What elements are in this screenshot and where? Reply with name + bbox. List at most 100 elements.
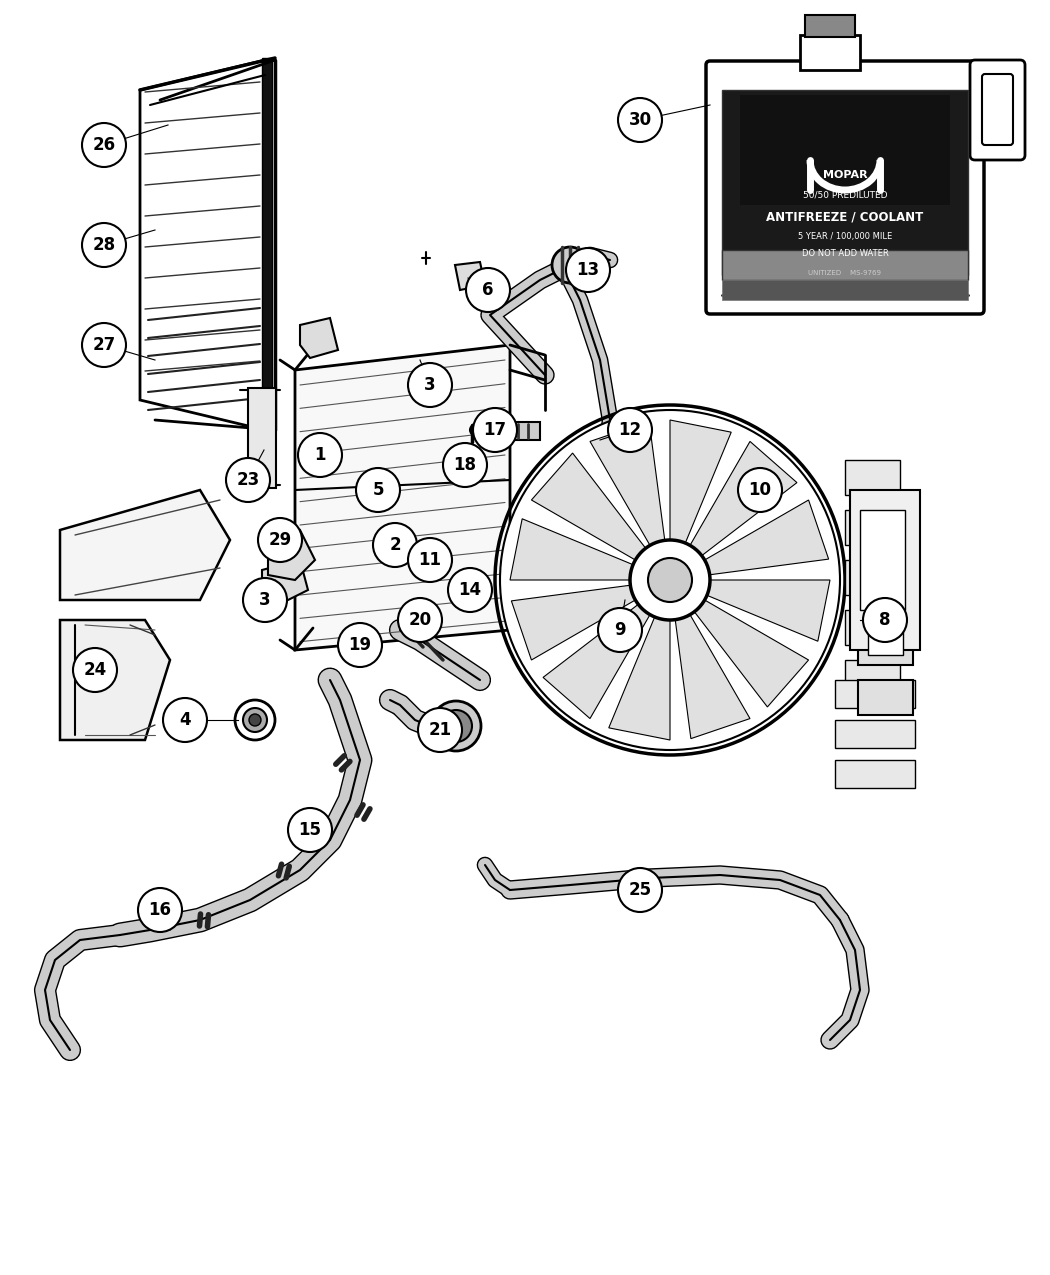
- Text: 3: 3: [424, 376, 436, 394]
- Text: 16: 16: [148, 901, 171, 919]
- Text: 21: 21: [428, 720, 452, 739]
- Text: 15: 15: [298, 821, 321, 839]
- Circle shape: [863, 598, 907, 643]
- Text: 50/50 PREDILUTED: 50/50 PREDILUTED: [803, 190, 887, 199]
- Bar: [740, 96, 950, 205]
- Bar: [722, 250, 968, 280]
- Bar: [490, 422, 540, 440]
- Bar: [860, 510, 905, 609]
- Text: 5: 5: [373, 481, 383, 499]
- Circle shape: [440, 710, 472, 742]
- Bar: [390, 538, 402, 556]
- Circle shape: [410, 609, 430, 630]
- Bar: [845, 460, 900, 495]
- Circle shape: [738, 468, 782, 513]
- Text: 20: 20: [408, 611, 432, 629]
- Text: 24: 24: [83, 660, 107, 680]
- Polygon shape: [262, 560, 308, 606]
- Bar: [845, 660, 900, 695]
- Circle shape: [288, 808, 332, 852]
- Polygon shape: [510, 519, 633, 580]
- Circle shape: [82, 122, 126, 167]
- Text: 9: 9: [614, 621, 626, 639]
- Text: 14: 14: [459, 581, 482, 599]
- Circle shape: [566, 249, 610, 292]
- Text: MOPAR: MOPAR: [823, 170, 867, 180]
- Bar: [835, 720, 915, 748]
- Circle shape: [430, 701, 481, 751]
- Circle shape: [402, 602, 438, 638]
- Circle shape: [138, 887, 182, 932]
- Polygon shape: [670, 419, 731, 543]
- Circle shape: [618, 868, 662, 912]
- Circle shape: [408, 363, 452, 407]
- Circle shape: [630, 541, 710, 620]
- Bar: [850, 490, 920, 650]
- Circle shape: [338, 623, 382, 667]
- Circle shape: [598, 608, 642, 652]
- Text: 12: 12: [618, 421, 642, 439]
- Polygon shape: [268, 530, 315, 580]
- Circle shape: [448, 567, 492, 612]
- Text: 25: 25: [629, 881, 652, 899]
- Bar: [868, 601, 903, 655]
- Text: 5 YEAR / 100,000 MILE: 5 YEAR / 100,000 MILE: [798, 232, 892, 241]
- Text: 10: 10: [749, 481, 772, 499]
- Polygon shape: [60, 490, 230, 601]
- Circle shape: [552, 247, 588, 283]
- Polygon shape: [675, 615, 750, 738]
- Text: 26: 26: [92, 136, 116, 154]
- Polygon shape: [295, 346, 510, 650]
- Bar: [805, 15, 855, 37]
- Bar: [835, 760, 915, 788]
- Ellipse shape: [453, 459, 484, 478]
- Circle shape: [618, 98, 662, 142]
- Circle shape: [466, 268, 510, 312]
- Circle shape: [418, 708, 462, 752]
- Text: ANTIFREEZE / COOLANT: ANTIFREEZE / COOLANT: [766, 210, 924, 223]
- Text: UNITIZED    MS-9769: UNITIZED MS-9769: [808, 270, 882, 275]
- FancyBboxPatch shape: [706, 61, 984, 314]
- Polygon shape: [300, 317, 338, 358]
- Circle shape: [648, 558, 692, 602]
- Circle shape: [373, 523, 417, 567]
- Bar: [845, 560, 900, 595]
- Polygon shape: [690, 441, 797, 556]
- Text: 18: 18: [454, 456, 477, 474]
- Polygon shape: [705, 500, 828, 575]
- Circle shape: [82, 223, 126, 266]
- Polygon shape: [707, 580, 830, 641]
- Bar: [800, 34, 860, 70]
- Bar: [858, 590, 914, 666]
- Circle shape: [408, 538, 452, 581]
- Text: 28: 28: [92, 236, 116, 254]
- Text: 6: 6: [482, 280, 494, 300]
- Text: 11: 11: [419, 551, 441, 569]
- Bar: [722, 280, 968, 300]
- Polygon shape: [60, 620, 170, 740]
- Text: 2: 2: [390, 536, 401, 555]
- Circle shape: [249, 714, 261, 725]
- Polygon shape: [590, 421, 665, 546]
- Text: 4: 4: [180, 711, 191, 729]
- Ellipse shape: [470, 419, 510, 440]
- Circle shape: [356, 468, 400, 513]
- Polygon shape: [531, 453, 646, 560]
- Circle shape: [258, 518, 302, 562]
- Circle shape: [163, 697, 207, 742]
- Bar: [428, 548, 438, 564]
- Polygon shape: [511, 585, 635, 660]
- Bar: [858, 680, 914, 715]
- Circle shape: [82, 323, 126, 367]
- Bar: [722, 91, 968, 275]
- Polygon shape: [543, 604, 650, 719]
- FancyBboxPatch shape: [982, 74, 1013, 145]
- Polygon shape: [262, 57, 272, 430]
- Circle shape: [298, 434, 342, 477]
- Bar: [835, 680, 915, 708]
- Polygon shape: [609, 617, 670, 740]
- Bar: [845, 510, 900, 544]
- Circle shape: [235, 700, 275, 739]
- Text: 8: 8: [879, 611, 890, 629]
- Bar: [248, 388, 276, 488]
